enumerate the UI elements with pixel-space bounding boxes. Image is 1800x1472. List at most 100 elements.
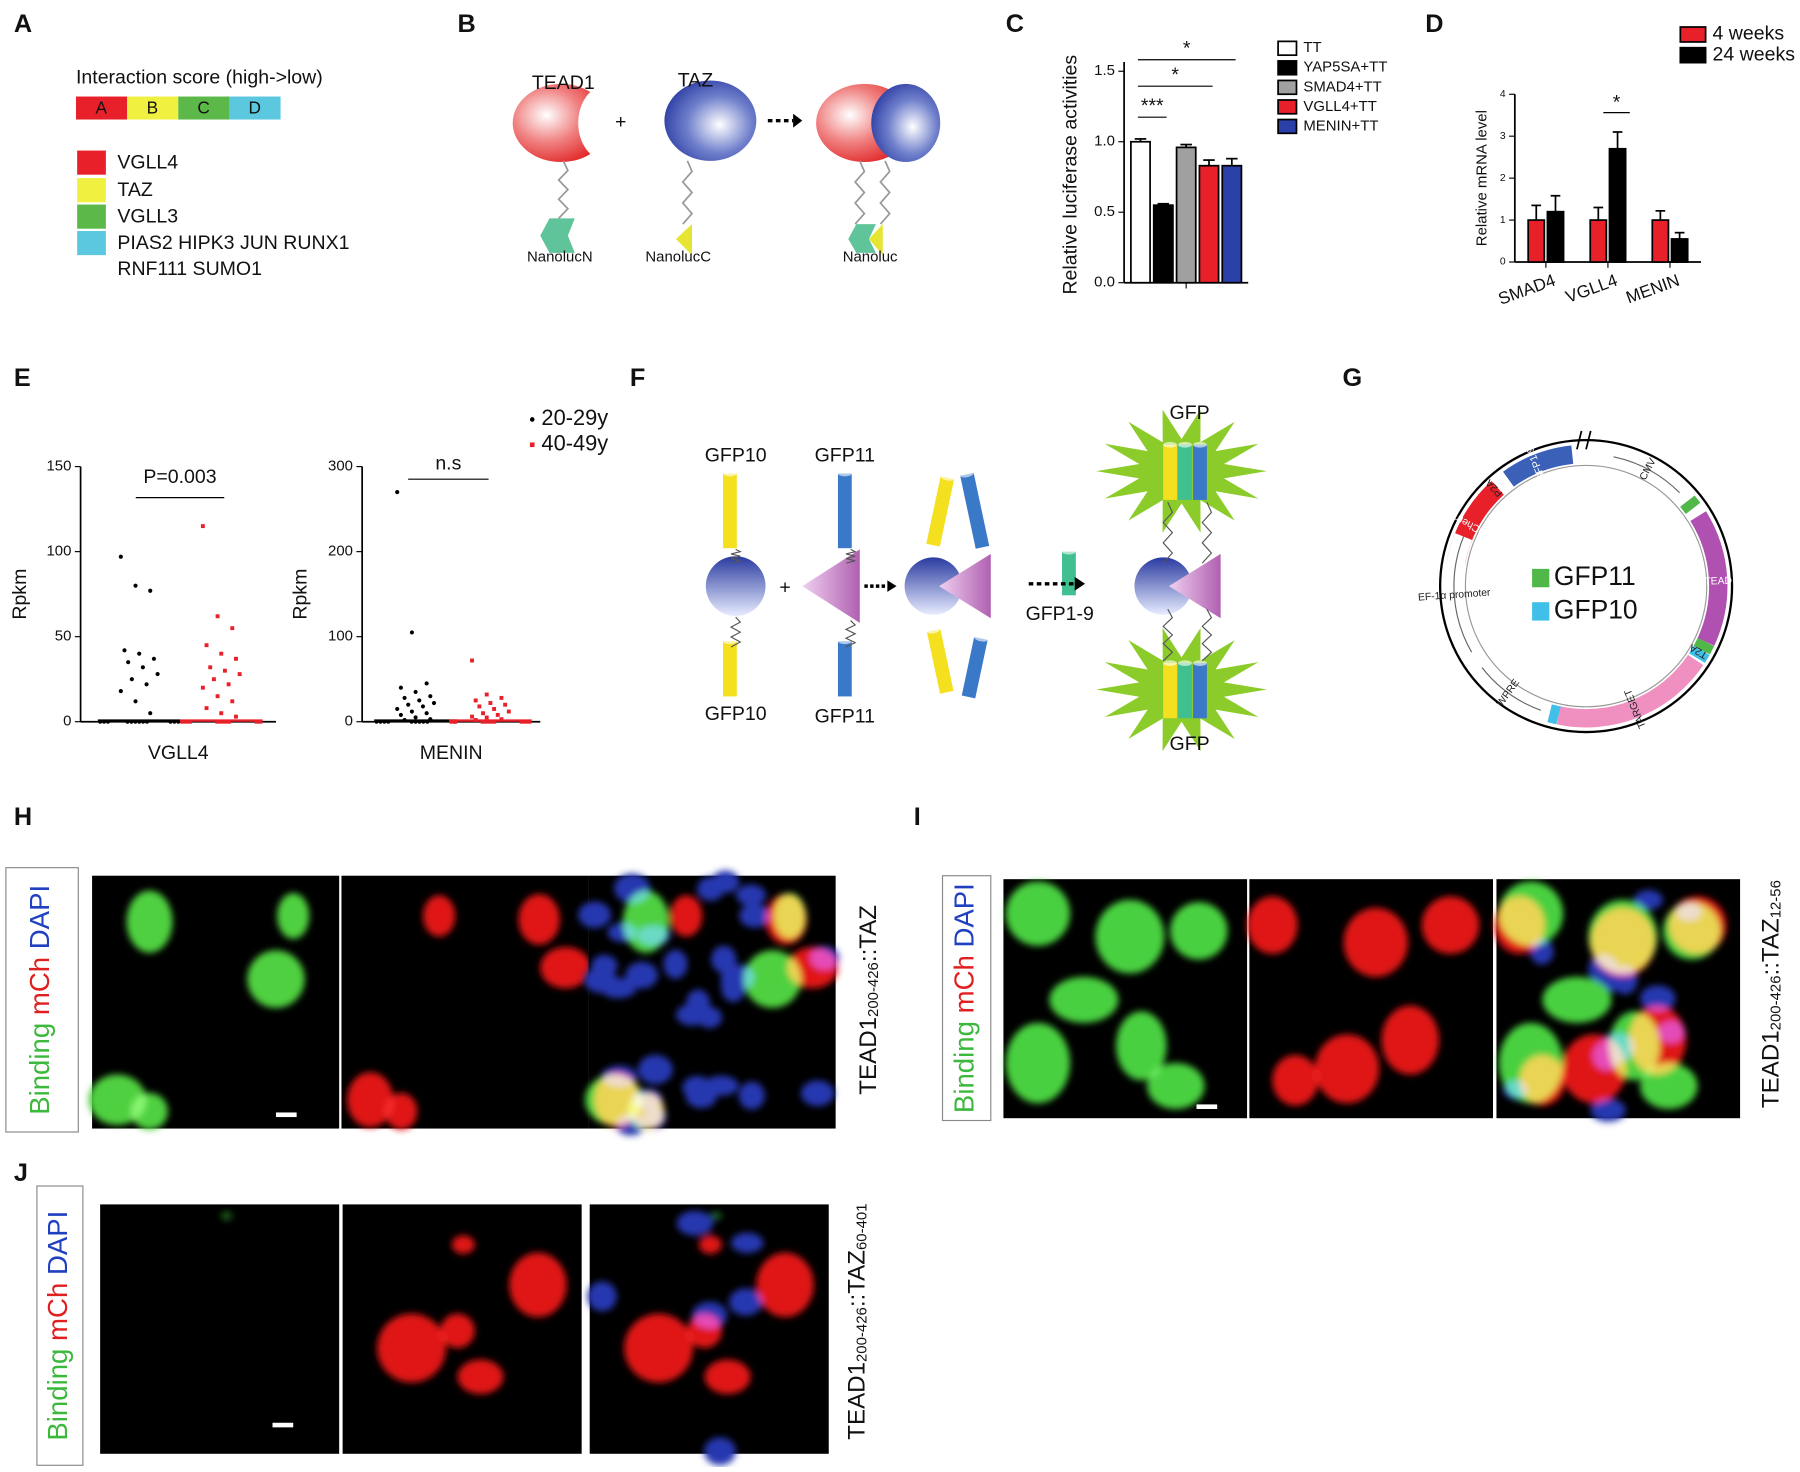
stain-label: Binding mCh DAPI — [949, 883, 980, 1113]
y-tick-label: 200 — [328, 543, 353, 560]
point — [424, 681, 429, 686]
bar — [1527, 219, 1546, 263]
tag-block — [1689, 645, 1710, 663]
protein-triangle — [939, 553, 991, 619]
micrograph — [100, 1204, 340, 1454]
construct-label: TEAD1200-426::TAZ60-401 — [844, 1203, 871, 1439]
cells — [347, 894, 591, 1130]
point — [473, 698, 478, 703]
green-cell — [1095, 899, 1165, 974]
point — [417, 698, 422, 703]
cylinder-top — [837, 638, 852, 645]
diagram-label: NanolucC — [645, 248, 711, 265]
nucleus — [1590, 1098, 1626, 1122]
cells — [1005, 881, 1228, 1110]
sig-label: P=0.003 — [143, 466, 216, 488]
red-cell — [698, 1235, 722, 1254]
bar — [1608, 147, 1627, 263]
construct-part: ::TAZ — [855, 905, 882, 962]
diagram-label: GFP11 — [815, 705, 875, 727]
red-cell — [377, 1313, 447, 1383]
cylinder-body — [926, 476, 955, 547]
red-cell — [687, 1313, 722, 1349]
stain-box — [5, 867, 79, 1133]
scale-title: Interaction score (high->low) — [76, 66, 323, 88]
protein-triangle — [802, 549, 860, 623]
construct-label: TEAD1200-426::TAZ12-56 — [1758, 880, 1785, 1108]
green-cell — [1049, 976, 1119, 1023]
cylinder — [837, 470, 852, 549]
bar — [1546, 210, 1565, 263]
stain-label: Binding mCh DAPI — [24, 885, 55, 1115]
green-cell — [710, 1211, 722, 1221]
sig-label: * — [1171, 64, 1179, 86]
construct-part: ::TAZ — [1758, 918, 1785, 975]
cylinder-top — [1193, 660, 1207, 666]
plasmid — [1438, 439, 1734, 734]
y-tick-label: 100 — [328, 628, 353, 645]
point — [151, 656, 156, 661]
scale-bar — [1196, 1104, 1218, 1110]
stain-label: Binding mCh DAPI — [42, 1211, 73, 1441]
y-tick-label: 0 — [63, 713, 71, 730]
stain-word: DAPI — [24, 885, 55, 949]
cylinder-body — [1163, 444, 1177, 500]
panel-letter: J — [14, 1159, 28, 1187]
diagram-label: NanolucN — [527, 248, 593, 265]
green-cell — [247, 950, 305, 1008]
cells — [1494, 881, 1727, 1122]
sig-label: n.s — [435, 452, 461, 474]
content: A B C D E F G H I J Interaction score (high->low) A… — [5, 10, 1795, 1466]
nanolucC — [675, 224, 692, 256]
green-cell — [126, 890, 173, 953]
red-cell — [509, 1252, 567, 1318]
panel-letter: C — [1006, 10, 1024, 38]
point — [488, 701, 493, 705]
stain-word: Binding — [42, 1349, 73, 1441]
nucleus — [1634, 889, 1663, 910]
cylinder — [926, 474, 955, 547]
protein-circle — [1134, 557, 1192, 615]
point — [234, 656, 238, 661]
stain-box — [941, 875, 992, 1122]
cylinder-body — [837, 641, 852, 697]
linker — [844, 620, 857, 648]
cylinder — [723, 470, 737, 549]
construct-part: 200-426 — [866, 962, 883, 1017]
cylinder — [1163, 441, 1177, 500]
arrowhead — [887, 580, 897, 592]
point — [219, 651, 224, 656]
point — [506, 709, 511, 714]
point — [155, 672, 160, 677]
y-tick-label: 4 — [1500, 89, 1506, 100]
red-cell — [1381, 1005, 1439, 1075]
diagram-label: GFP1-9 — [1026, 603, 1094, 625]
point — [428, 694, 433, 699]
point — [499, 695, 504, 700]
point — [234, 714, 238, 719]
point — [484, 715, 489, 720]
scale-letter: B — [147, 98, 159, 118]
taz — [664, 80, 757, 161]
cylinder-top — [1193, 441, 1207, 448]
point — [200, 685, 205, 690]
scale-bar — [272, 1422, 294, 1428]
nucleus — [736, 884, 766, 906]
break-mark — [1576, 430, 1592, 450]
diagram-label: Nanoluc — [843, 248, 898, 265]
y-tick-label: 2 — [1500, 173, 1506, 184]
cylinder — [1178, 660, 1192, 719]
nucleus — [731, 1232, 764, 1253]
cylinder — [1062, 548, 1076, 596]
protein-circle — [705, 556, 766, 616]
green-cell — [1170, 902, 1228, 960]
cylinder-body — [1163, 663, 1177, 719]
nucleus — [591, 954, 618, 977]
y-tick-label: 1.0 — [1094, 133, 1115, 150]
y-axis-title: Relative mRNA level — [1474, 110, 1491, 246]
y-tick-label: 0.5 — [1094, 203, 1115, 220]
point — [395, 490, 400, 495]
scale-letter: D — [248, 98, 260, 118]
legend-text: TAZ — [117, 179, 152, 201]
